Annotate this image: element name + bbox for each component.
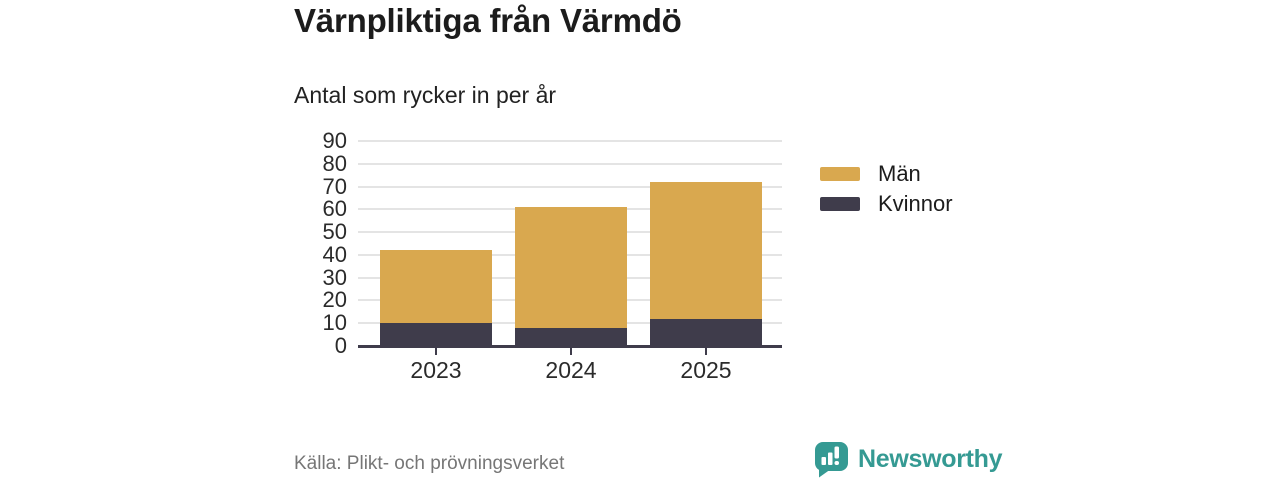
branding-logo: Newsworthy xyxy=(813,440,1003,479)
y-axis-label: 70 xyxy=(322,173,347,199)
x-axis-label: 2023 xyxy=(410,357,462,383)
chart-title: Värnpliktiga från Värmdö xyxy=(294,2,682,39)
y-axis-label: 30 xyxy=(322,264,347,290)
y-axis-label: 60 xyxy=(322,196,347,222)
x-axis-label: 2024 xyxy=(545,357,597,383)
gridline-70 xyxy=(358,185,782,188)
bar-segment-män-2025 xyxy=(650,182,762,319)
y-axis-label: 50 xyxy=(322,219,347,245)
bar-segment-män-2023 xyxy=(380,250,492,324)
x-axis-line xyxy=(358,345,782,348)
y-axis-label: 20 xyxy=(322,287,347,313)
newsworthy-icon xyxy=(813,440,850,479)
legend-label-men: Män xyxy=(878,161,921,186)
y-axis-label: 90 xyxy=(322,128,347,153)
x-axis-tick xyxy=(570,346,572,355)
legend-swatch-women xyxy=(820,197,860,211)
bar-segment-kvinnor-2024 xyxy=(515,327,627,346)
x-axis-label: 2025 xyxy=(680,357,732,383)
y-axis-label: 40 xyxy=(322,241,347,267)
y-axis-label: 10 xyxy=(322,310,347,336)
source-note: Källa: Plikt- och prövningsverket xyxy=(294,453,565,474)
legend-item-women: Kvinnor xyxy=(820,189,953,219)
y-axis-label: 80 xyxy=(322,150,347,176)
legend-swatch-men xyxy=(820,167,860,181)
legend-item-men: Män xyxy=(820,159,953,189)
y-axis-label: 0 xyxy=(334,333,347,358)
chart-subtitle: Antal som rycker in per år xyxy=(294,82,557,108)
gridline-80 xyxy=(358,162,782,165)
bar-segment-kvinnor-2023 xyxy=(380,323,492,346)
legend-label-women: Kvinnor xyxy=(878,191,953,216)
x-axis-tick xyxy=(435,346,437,355)
chart-legend: Män Kvinnor xyxy=(820,159,953,219)
branding-name: Newsworthy xyxy=(858,445,1003,473)
x-axis-tick xyxy=(705,346,707,355)
bar-segment-män-2024 xyxy=(515,207,627,328)
gridline-90 xyxy=(358,140,782,142)
bar-segment-kvinnor-2025 xyxy=(650,318,762,346)
